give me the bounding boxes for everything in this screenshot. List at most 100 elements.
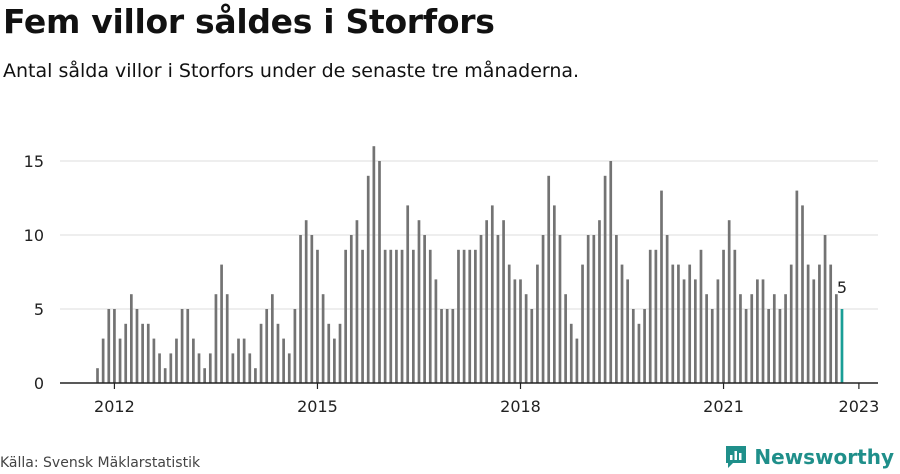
bar [513, 279, 517, 383]
bar [722, 249, 725, 383]
bar [660, 190, 663, 383]
bar [705, 294, 708, 383]
bar [806, 264, 810, 383]
bar [440, 309, 443, 383]
bar [344, 249, 348, 383]
bar [146, 323, 150, 383]
bar [772, 294, 776, 383]
bar [378, 161, 381, 383]
bar [648, 249, 652, 383]
bar [192, 338, 195, 383]
bar [558, 235, 562, 383]
bar [530, 309, 534, 383]
bar-highlight [840, 309, 844, 383]
bar [569, 323, 573, 383]
bar [428, 249, 432, 383]
last-value-label: 5 [837, 278, 847, 297]
bar [372, 146, 376, 383]
bar [451, 309, 455, 383]
x-tick-label: 2023 [839, 397, 880, 416]
bar [767, 309, 771, 383]
bar [423, 235, 426, 383]
bar [417, 220, 421, 383]
bar [197, 353, 201, 383]
bar [834, 294, 838, 383]
x-tick-label: 2015 [297, 397, 338, 416]
bar [203, 368, 207, 383]
bar [208, 353, 212, 383]
bar [163, 368, 167, 383]
bar [552, 205, 556, 383]
bar [135, 309, 139, 383]
bar [564, 294, 567, 383]
bar [231, 353, 235, 383]
bar [186, 309, 190, 383]
bar [107, 309, 111, 383]
bar [620, 264, 624, 383]
bar [586, 235, 590, 383]
bar [355, 220, 359, 383]
bar [214, 294, 218, 383]
bar [829, 264, 833, 383]
bar [248, 353, 252, 383]
bar [129, 294, 133, 383]
bar [304, 220, 308, 383]
bar [349, 235, 353, 383]
bar [242, 338, 246, 383]
bar [524, 294, 528, 383]
bar [541, 235, 545, 383]
bar [395, 249, 398, 383]
bar [727, 220, 731, 383]
bar [693, 279, 697, 383]
bar [626, 279, 630, 383]
bar [299, 235, 302, 383]
bar [96, 368, 99, 383]
bar [733, 249, 737, 383]
bar [310, 235, 314, 383]
bar [462, 249, 466, 383]
bar [101, 338, 105, 383]
bar [581, 264, 584, 383]
chart-subtitle: Antal sålda villor i Storfors under de s… [3, 60, 580, 82]
bar [457, 249, 460, 383]
bar [818, 264, 821, 383]
bar [812, 279, 816, 383]
brand-name: Newsworthy [754, 445, 894, 469]
bar [739, 294, 742, 383]
bar [801, 205, 804, 383]
bar [327, 323, 331, 383]
y-tick-label: 0 [34, 374, 44, 393]
bar [468, 249, 472, 383]
bar [637, 323, 641, 383]
bar [124, 323, 128, 383]
bar [389, 249, 393, 383]
bar [276, 323, 280, 383]
bar [643, 309, 646, 383]
bar [496, 235, 500, 383]
bar [502, 220, 505, 383]
bar [761, 279, 765, 383]
bar [225, 294, 229, 383]
bar [603, 175, 607, 383]
bar [169, 353, 173, 383]
bar [254, 368, 257, 383]
bar [598, 220, 601, 383]
bar [293, 309, 297, 383]
bar [259, 323, 263, 383]
bar [118, 338, 122, 383]
bar [699, 249, 703, 383]
bar [710, 309, 714, 383]
bar [490, 205, 494, 383]
bar [671, 264, 675, 383]
bar [631, 309, 635, 383]
bar [795, 190, 799, 383]
x-tick-label: 2018 [500, 397, 541, 416]
bar [445, 309, 449, 383]
bar [180, 309, 184, 383]
x-tick-label: 2012 [94, 397, 135, 416]
bar [333, 338, 336, 383]
bar [716, 279, 720, 383]
bar [175, 338, 178, 383]
bar [270, 294, 274, 383]
